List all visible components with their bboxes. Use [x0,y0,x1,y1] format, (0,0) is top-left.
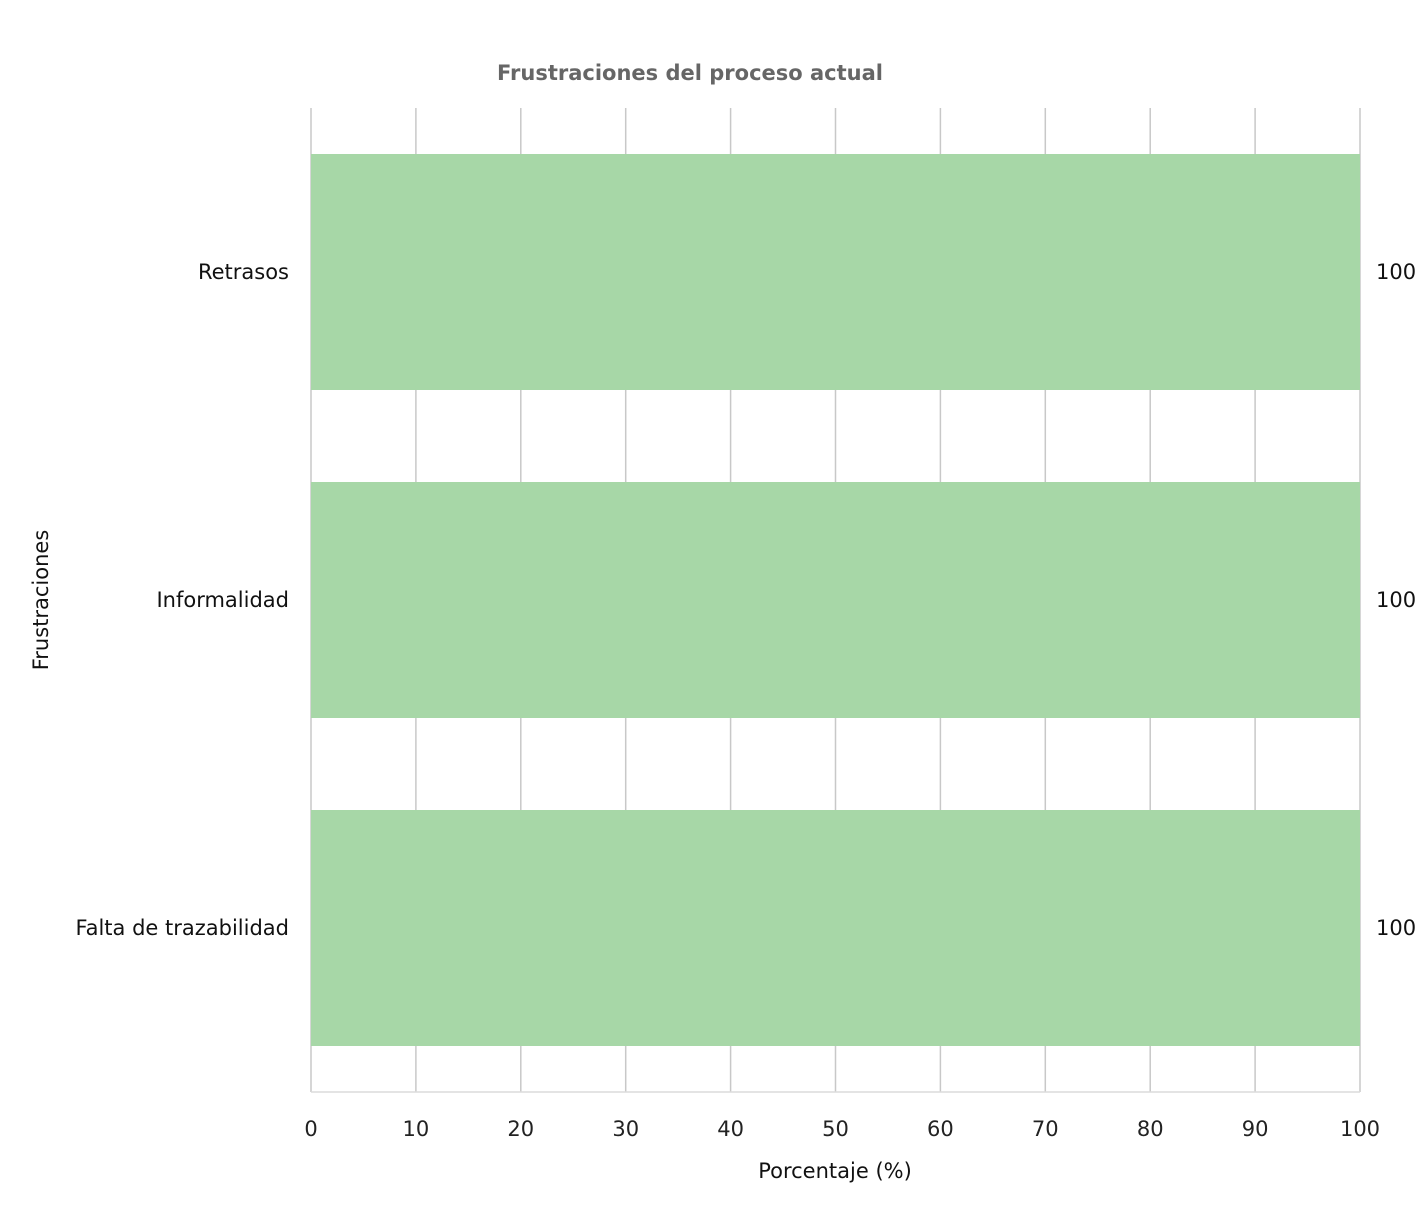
category-label: Retrasos [198,260,289,284]
bar [311,154,1360,390]
x-tick-label: 70 [1032,1117,1059,1141]
bar-layer [311,154,1360,1046]
bar [311,810,1360,1046]
data-label: 100 [1376,260,1416,284]
data-label: 100 [1376,916,1416,940]
x-tick-label: 50 [822,1117,849,1141]
axis-layer: 0 10 20 30 40 50 60 70 80 90 100 Retrasos 100 Informa… [75,260,1416,1141]
chart-title: Frustraciones del proceso actual [497,61,883,85]
x-tick-label: 80 [1137,1117,1164,1141]
category-label: Falta de trazabilidad [75,916,289,940]
x-tick-label: 40 [717,1117,744,1141]
x-tick-label: 90 [1242,1117,1269,1141]
x-tick-label: 30 [612,1117,639,1141]
x-tick-label: 100 [1340,1117,1380,1141]
data-label: 100 [1376,588,1416,612]
bar [311,482,1360,718]
y-axis-title: Frustraciones [29,530,53,671]
x-axis-title: Porcentaje (%) [758,1159,912,1183]
x-tick-label: 10 [403,1117,430,1141]
x-tick-label: 20 [507,1117,534,1141]
x-tick-label: 0 [304,1117,317,1141]
category-label: Informalidad [156,588,289,612]
x-tick-label: 60 [927,1117,954,1141]
